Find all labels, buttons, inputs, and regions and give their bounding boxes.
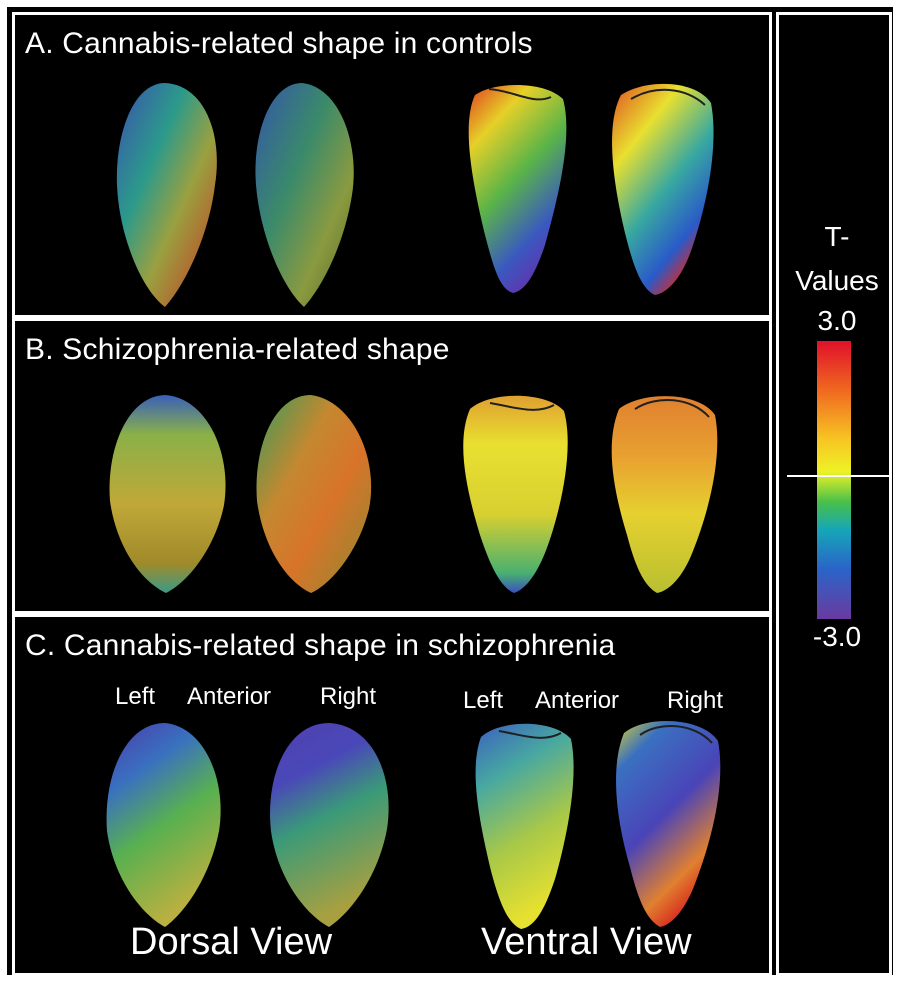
shape-c-dorsal-right	[270, 723, 389, 927]
legend-title-line1: T-	[824, 221, 850, 252]
shape-a-dorsal-left	[116, 83, 217, 307]
legend-title-line2: Values	[795, 265, 879, 296]
panel-b-title: B. Schizophrenia-related shape	[25, 333, 450, 366]
panel-b: B. Schizophrenia-related shape	[12, 318, 772, 614]
shape-b-dorsal-left	[109, 395, 226, 593]
shape-c-ventral-right	[616, 721, 721, 927]
ventral-left-label: Left	[463, 687, 504, 714]
dorsal-left-label: Left	[115, 683, 156, 710]
shape-a-ventral-right	[612, 83, 714, 295]
legend-max-value: 3.0	[817, 305, 857, 336]
panel-c: C. Cannabis-related shape in schizophren…	[12, 614, 772, 976]
shape-b-ventral-right	[611, 396, 718, 593]
shape-b-ventral-left	[463, 395, 568, 593]
ventral-view-label: Ventral View	[481, 921, 692, 963]
colorbar-legend: T- Values 3.0 -3.0	[776, 12, 892, 976]
shape-b-dorsal-right	[256, 395, 372, 593]
ventral-right-label: Right	[667, 687, 724, 714]
panel-c-title: C. Cannabis-related shape in schizophren…	[25, 629, 616, 662]
panel-a-title: A. Cannabis-related shape in controls	[25, 27, 533, 60]
colorbar	[817, 341, 851, 619]
dorsal-anterior-label: Anterior	[187, 683, 272, 710]
ventral-anterior-label: Anterior	[535, 687, 620, 714]
shape-c-ventral-left	[475, 723, 574, 929]
dorsal-right-label: Right	[320, 683, 377, 710]
shape-a-ventral-left	[468, 84, 567, 293]
shape-a-dorsal-right	[255, 83, 354, 307]
shape-c-dorsal-left	[106, 723, 221, 927]
dorsal-view-label: Dorsal View	[130, 921, 333, 963]
panel-a: A. Cannabis-related shape in controls	[12, 12, 772, 318]
colorbar-midline	[787, 475, 891, 477]
legend-min-value: -3.0	[812, 621, 862, 652]
